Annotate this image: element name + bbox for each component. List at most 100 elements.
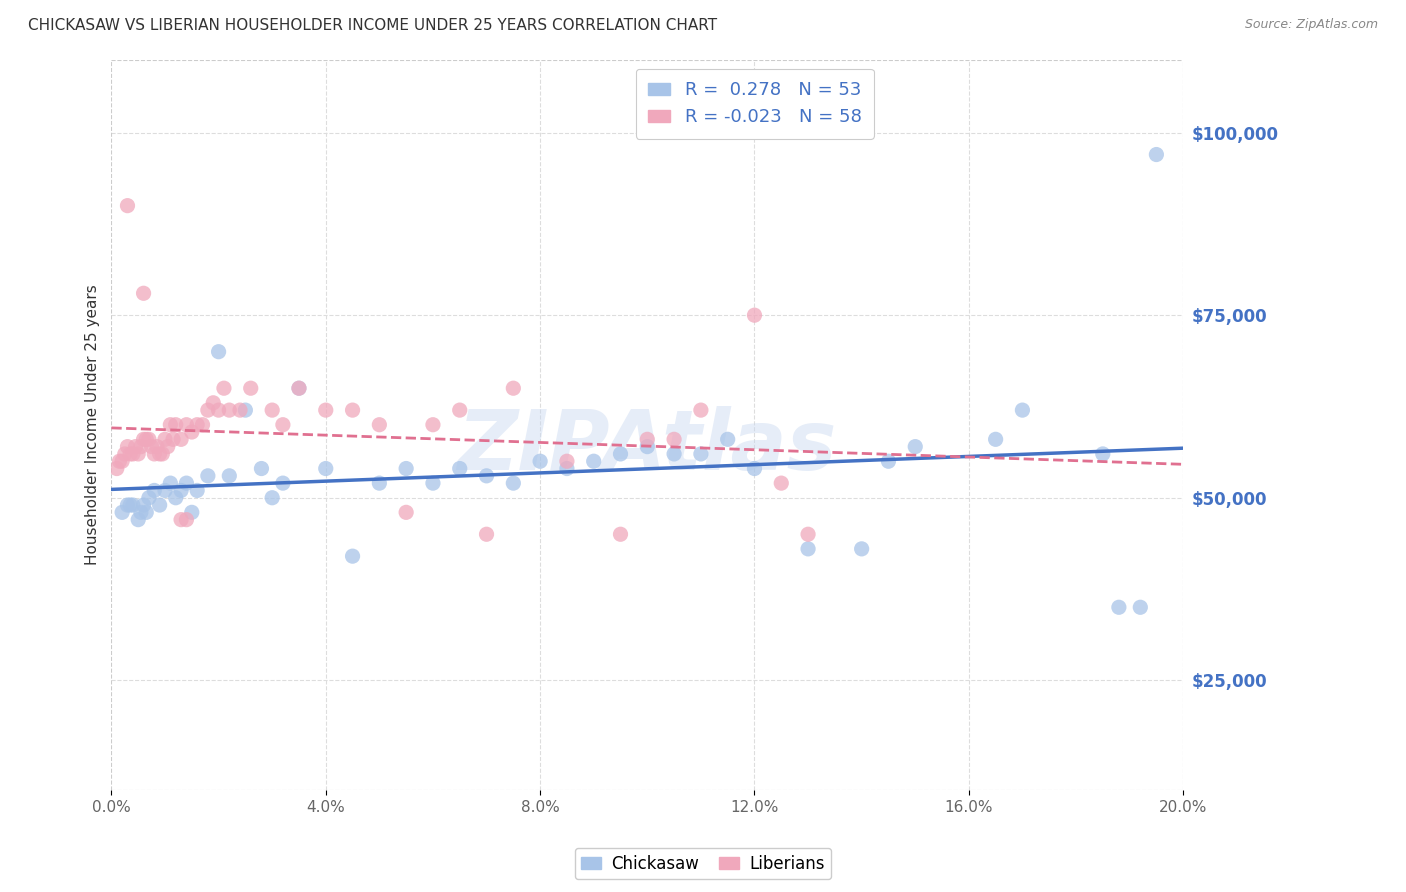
Point [770,476,793,491]
Point [149,447,172,461]
Point [143,483,166,498]
Point [368,417,391,432]
Point [111,454,134,468]
Point [475,527,498,541]
Point [250,461,273,475]
Point [636,440,658,454]
Point [744,308,766,322]
Point [170,513,193,527]
Point [129,440,152,454]
Point [529,454,551,468]
Point [176,417,198,432]
Point [689,403,711,417]
Point [342,403,364,417]
Point [315,403,337,417]
Point [271,417,294,432]
Point [121,498,143,512]
Point [717,433,740,447]
Point [262,491,284,505]
Point [797,541,820,556]
Point [1091,447,1114,461]
Point [124,440,146,454]
Point [582,454,605,468]
Point [105,461,128,475]
Point [165,491,187,505]
Point [218,468,240,483]
Point [146,440,169,454]
Point [180,505,202,519]
Point [108,454,131,468]
Point [288,381,311,395]
Point [262,403,284,417]
Point [135,505,157,519]
Point [132,433,155,447]
Point [117,440,139,454]
Point [197,468,219,483]
Point [207,403,229,417]
Point [176,513,198,527]
Point [288,381,311,395]
Point [315,461,337,475]
Point [117,498,139,512]
Point [127,513,149,527]
Point [342,549,364,563]
Point [689,447,711,461]
Point [153,483,176,498]
Point [555,461,578,475]
Point [180,425,202,439]
Point [1129,600,1152,615]
Point [111,505,134,519]
Point [197,403,219,417]
Point [218,403,240,417]
Point [191,417,214,432]
Point [609,447,631,461]
Point [159,417,181,432]
Point [162,433,184,447]
Point [149,498,172,512]
Point [170,433,193,447]
Point [502,476,524,491]
Point [186,483,208,498]
Point [159,476,181,491]
Point [127,447,149,461]
Point [904,440,927,454]
Point [502,381,524,395]
Point [143,447,166,461]
Y-axis label: Householder Income Under 25 years: Householder Income Under 25 years [86,285,100,566]
Point [609,527,631,541]
Point [141,440,163,454]
Point [1108,600,1130,615]
Point [271,476,294,491]
Point [984,433,1007,447]
Point [636,433,658,447]
Legend: R =  0.278   N = 53, R = -0.023   N = 58: R = 0.278 N = 53, R = -0.023 N = 58 [636,69,875,139]
Point [744,461,766,475]
Point [797,527,820,541]
Point [120,498,142,512]
Legend: Chickasaw, Liberians: Chickasaw, Liberians [575,848,831,880]
Point [449,461,471,475]
Text: ZIPAtlas: ZIPAtlas [457,406,837,487]
Point [202,396,225,410]
Point [449,403,471,417]
Point [422,476,444,491]
Text: Source: ZipAtlas.com: Source: ZipAtlas.com [1244,18,1378,31]
Point [121,447,143,461]
Point [212,381,235,395]
Point [877,454,900,468]
Point [132,286,155,301]
Point [662,433,685,447]
Point [475,468,498,483]
Point [132,498,155,512]
Point [150,447,173,461]
Point [153,433,176,447]
Point [395,505,418,519]
Point [235,403,257,417]
Point [1144,147,1167,161]
Point [662,447,685,461]
Point [120,447,142,461]
Point [229,403,252,417]
Point [207,344,229,359]
Point [176,476,198,491]
Point [239,381,262,395]
